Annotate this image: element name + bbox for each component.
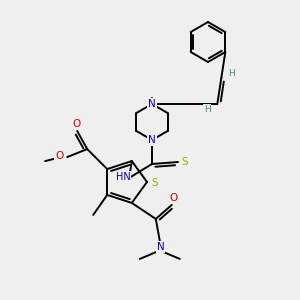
Text: N: N bbox=[157, 242, 165, 252]
Text: N: N bbox=[148, 135, 156, 145]
Text: O: O bbox=[72, 119, 80, 129]
Text: S: S bbox=[182, 157, 188, 167]
Text: O: O bbox=[55, 151, 63, 161]
Text: H: H bbox=[228, 68, 235, 77]
Text: H: H bbox=[204, 104, 211, 113]
Text: O: O bbox=[170, 193, 178, 203]
Text: N: N bbox=[148, 99, 156, 109]
Text: S: S bbox=[152, 178, 158, 188]
Text: HN: HN bbox=[116, 172, 130, 182]
